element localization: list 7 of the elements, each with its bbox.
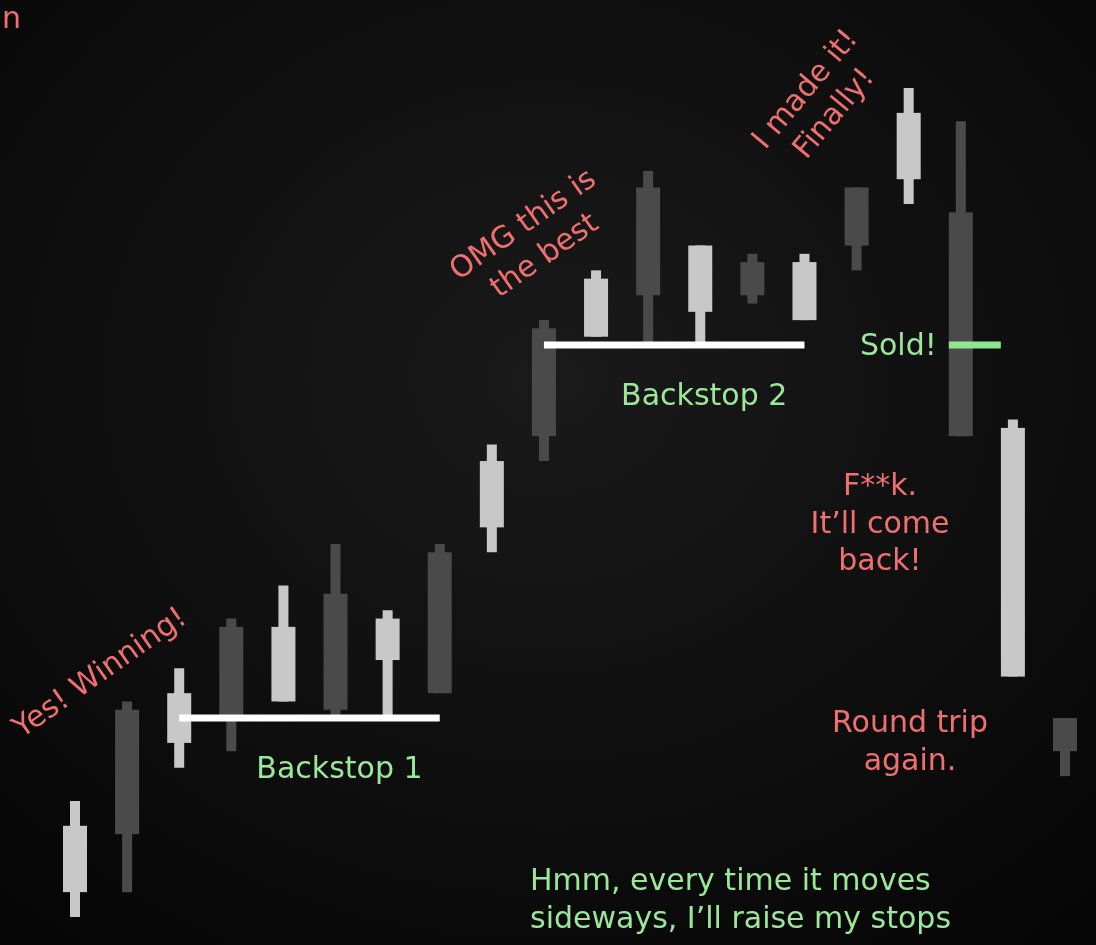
series-label: Backstop 1 <box>256 750 423 786</box>
series-label: Backstop 2 <box>621 376 788 412</box>
annotation: Hmm, every time it moves sideways, I’ll raise my stops <box>530 862 952 935</box>
annotation: Round trip again. <box>832 704 988 777</box>
annotation: F**k. It’ll come back! <box>810 467 950 577</box>
ref-line-label: Sold! <box>859 326 937 362</box>
text: n <box>2 0 22 35</box>
